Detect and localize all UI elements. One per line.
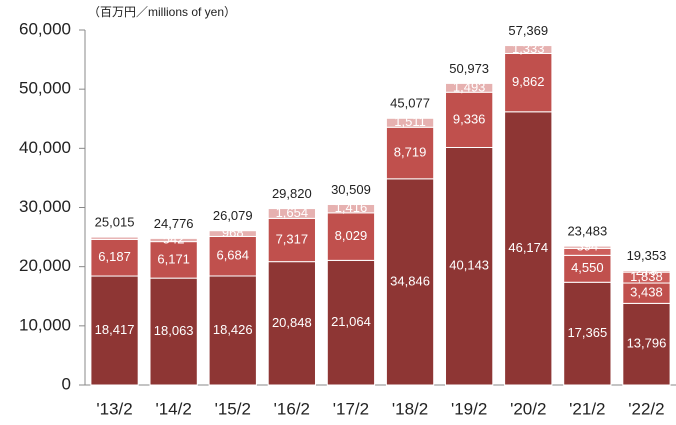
x-tick-label: '13/2 — [96, 399, 132, 418]
data-label: 18,426 — [213, 322, 253, 337]
y-tick-label: 50,000 — [19, 79, 71, 98]
bar-segment — [90, 238, 139, 277]
bar-segment — [267, 208, 316, 219]
data-label: 21,064 — [331, 314, 371, 329]
data-label: 279 — [636, 263, 658, 278]
total-label: 25,015 — [95, 214, 135, 229]
bar-segment — [208, 230, 257, 237]
total-label: 30,509 — [331, 182, 371, 197]
chart-subtitle: （百万円／millions of yen） — [88, 5, 236, 19]
data-label: 20,848 — [272, 315, 312, 330]
data-label: 8,029 — [335, 228, 368, 243]
bar-segment — [622, 302, 671, 386]
data-label: 18,063 — [154, 323, 194, 338]
total-label: 26,079 — [213, 208, 253, 223]
data-label: 34,846 — [390, 273, 430, 288]
bar-segment — [445, 146, 494, 386]
data-label: 13,796 — [627, 336, 667, 351]
data-label: 1,416 — [335, 200, 368, 215]
data-label: 18,417 — [95, 322, 135, 337]
bar-segment — [504, 45, 553, 54]
data-label: 968 — [222, 225, 244, 240]
data-label: 6,684 — [216, 248, 249, 263]
bar-segment — [149, 277, 198, 386]
bar-segment — [326, 203, 376, 214]
x-tick-label: '16/2 — [274, 399, 310, 418]
total-label: 29,820 — [272, 186, 312, 201]
total-label: 50,973 — [449, 61, 489, 76]
bar-segment — [149, 237, 198, 243]
x-tick-label: '22/2 — [628, 399, 664, 418]
y-tick-label: 30,000 — [19, 197, 71, 216]
x-tick-label: '19/2 — [451, 399, 487, 418]
data-label: 8,719 — [394, 144, 427, 159]
bar-segment — [208, 235, 257, 277]
y-tick-label: 10,000 — [19, 315, 71, 334]
data-label: 542 — [163, 231, 185, 246]
y-tick-label: 0 — [62, 374, 71, 393]
y-tick-label: 20,000 — [19, 256, 71, 275]
bar-segment — [445, 91, 494, 148]
data-label: 40,143 — [449, 258, 489, 273]
bar-segment — [504, 52, 553, 113]
bar-segment — [385, 178, 435, 386]
total-label: 57,369 — [508, 23, 548, 38]
x-tick-label: '18/2 — [392, 399, 428, 418]
data-label: 3,438 — [630, 285, 663, 300]
total-label: 45,077 — [390, 96, 430, 111]
bar-segment — [445, 82, 494, 93]
bar-segment — [149, 241, 198, 279]
y-tick-label: 60,000 — [19, 19, 71, 38]
total-label: 23,483 — [567, 223, 607, 238]
data-label: 17,365 — [567, 325, 607, 340]
bar-segment — [326, 259, 376, 386]
bar-segment — [385, 117, 435, 128]
x-tick-label: '15/2 — [215, 399, 251, 418]
data-label: 6,171 — [157, 251, 190, 266]
bar-segment — [208, 275, 257, 386]
total-label: 24,776 — [154, 216, 194, 231]
bar-segment — [563, 281, 612, 386]
data-label: 6,187 — [98, 249, 131, 264]
total-label: 19,353 — [627, 248, 667, 263]
bar-segment — [385, 126, 435, 180]
bar-segment — [563, 245, 612, 249]
x-tick-label: '17/2 — [333, 399, 369, 418]
bar-segment — [326, 212, 376, 261]
bar-segment — [267, 217, 316, 263]
data-label: 1,511 — [394, 114, 426, 129]
data-label: 9,336 — [453, 111, 486, 126]
bar-segment — [622, 270, 671, 273]
x-tick-label: '20/2 — [510, 399, 546, 418]
data-label: 7,317 — [276, 231, 309, 246]
x-tick-label: '14/2 — [155, 399, 191, 418]
data-label: 1,838 — [630, 269, 663, 284]
bar-segment — [90, 275, 139, 386]
data-label: 1,333 — [512, 41, 545, 56]
data-label: 46,174 — [508, 240, 548, 255]
data-label: 4,550 — [571, 260, 604, 275]
data-label: 1,654 — [276, 205, 309, 220]
y-tick-label: 40,000 — [19, 138, 71, 157]
bar-segment — [267, 261, 316, 386]
data-label: 394 — [576, 239, 598, 254]
data-label: 9,862 — [512, 74, 545, 89]
bar-segment — [90, 236, 139, 240]
data-label: 1,493 — [453, 79, 486, 94]
x-tick-label: '21/2 — [569, 399, 605, 418]
